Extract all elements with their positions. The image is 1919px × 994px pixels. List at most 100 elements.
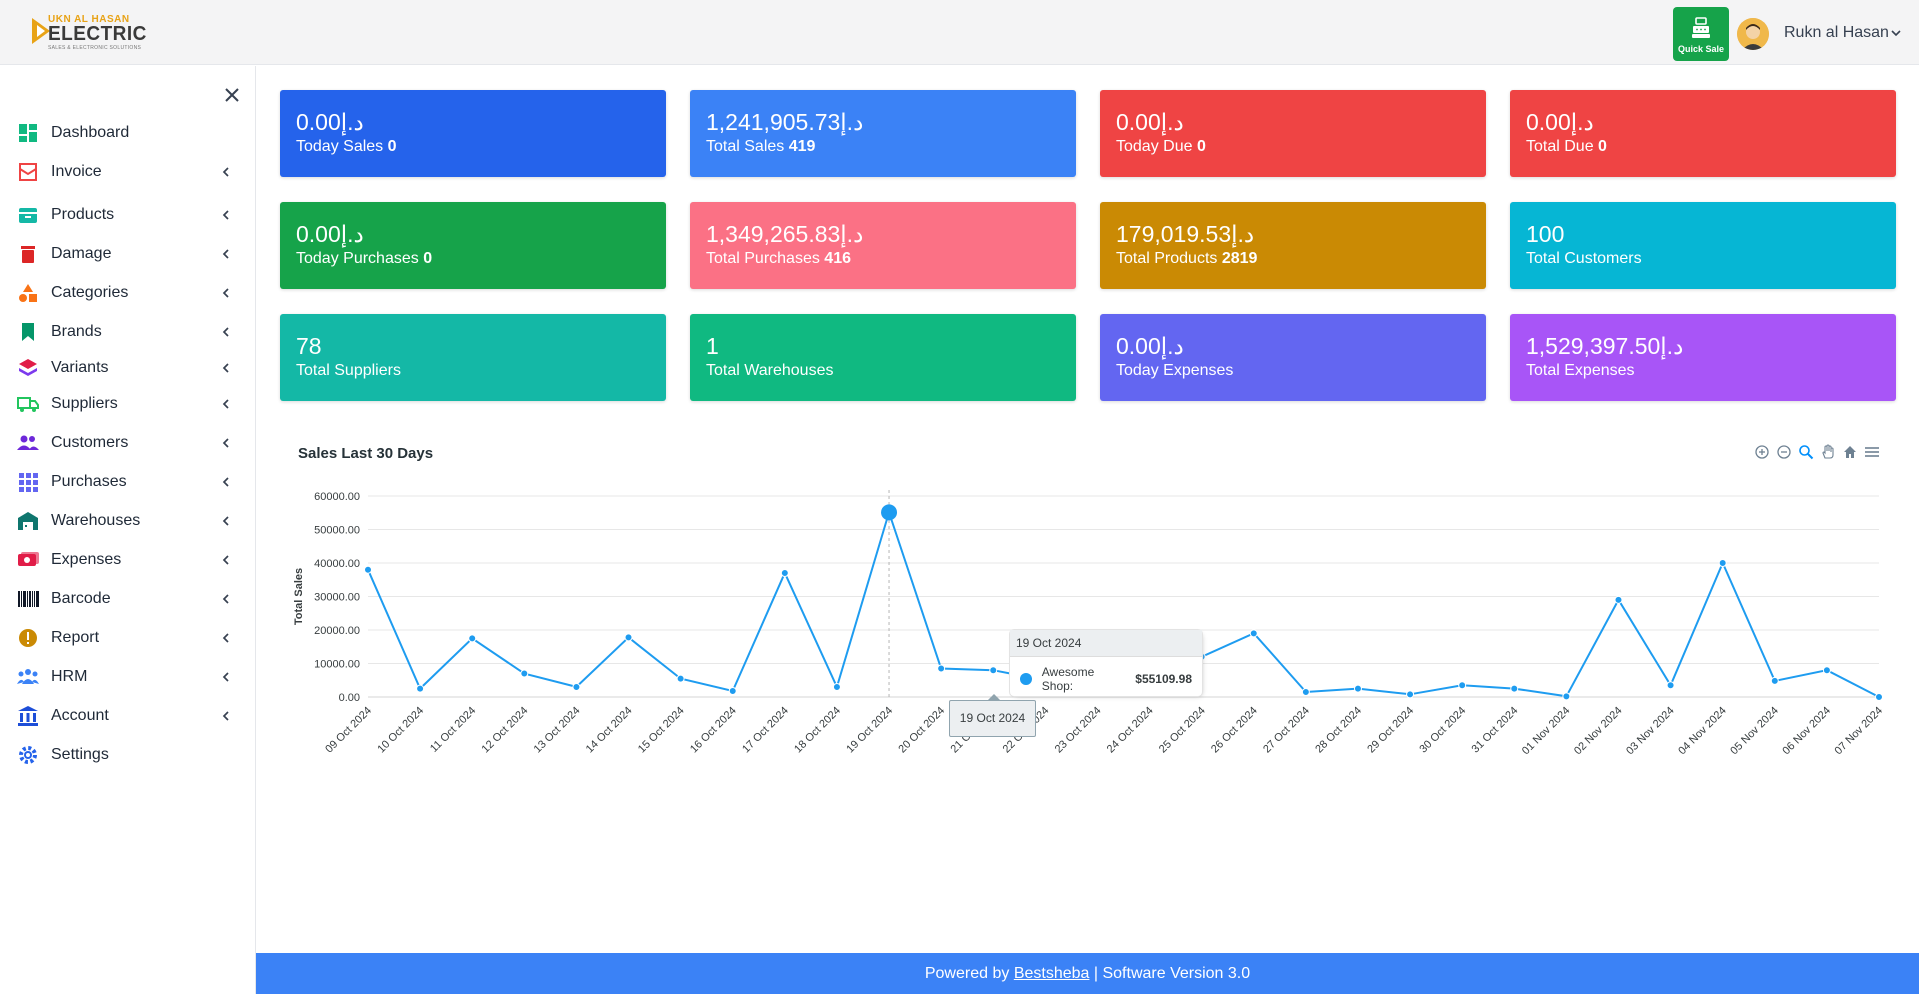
chart-toolbar [1754,444,1880,462]
stat-card-total-products[interactable]: 179,019.53د.إ Total Products 2819 [1100,202,1486,289]
footer-link[interactable]: Bestsheba [1013,965,1090,982]
chevron-left-icon[interactable] [220,515,232,527]
chevron-left-icon[interactable] [220,362,232,374]
data-point [572,682,581,691]
chevron-left-icon[interactable] [220,476,232,488]
sidebar-item-settings[interactable]: Settings [0,736,256,774]
stat-card-total-purchases[interactable]: 1,349,265.83د.إ Total Purchases 416 [690,202,1076,289]
stat-count: 416 [824,250,851,267]
stat-label: Today Sales 0 [296,138,650,156]
sidebar-item-dashboard[interactable]: Dashboard [0,114,256,152]
chevron-left-icon[interactable] [220,710,232,722]
stat-value: 1,349,265.83د.إ [706,221,864,247]
sidebar-item-suppliers[interactable]: Suppliers [0,385,256,423]
stat-label: Total Customers [1526,250,1880,268]
stat-card-total-due[interactable]: 0.00د.إ Total Due 0 [1510,90,1896,177]
chevron-left-icon[interactable] [220,326,232,338]
chevron-left-icon[interactable] [220,593,232,605]
quick-sale-button[interactable]: Quick Sale [1673,7,1729,61]
chevron-left-icon[interactable] [220,248,232,260]
stat-label-text: Total Products [1116,250,1218,267]
sidebar-item-brands[interactable]: Brands [0,313,256,351]
zoom-in-icon[interactable] [1754,444,1770,460]
stat-card-today-purchases[interactable]: 0.00د.إ Today Purchases 0 [280,202,666,289]
stat-card-total-sales[interactable]: 1,241,905.73د.إ Total Sales 419 [690,90,1076,177]
sidebar-item-warehouses[interactable]: Warehouses [0,502,256,540]
x-tick-label: 11 Oct 2024 [428,705,478,755]
chart-title: Sales Last 30 Days [298,445,434,462]
sidebar-item-invoice[interactable]: Invoice [0,153,256,191]
money-icon [18,552,39,566]
chevron-left-icon[interactable] [220,632,232,644]
sidebar-item-report[interactable]: Report [0,619,256,657]
sidebar-item-barcode[interactable]: Barcode [0,580,256,618]
sidebar-item-purchases[interactable]: Purchases [0,463,256,501]
x-tick-label: 29 Oct 2024 [1365,705,1416,756]
sidebar-item-expenses[interactable]: Expenses [0,541,256,579]
chevron-left-icon[interactable] [220,398,232,410]
x-tick-label: 06 Nov 2024 [1780,705,1833,758]
stat-count: 419 [788,138,816,155]
stat-count: 0 [423,250,433,267]
x-tick-label: 04 Nov 2024 [1676,705,1729,758]
sidebar-item-label: Categories [51,284,129,301]
stat-card-total-customers[interactable]: 100 Total Customers [1510,202,1896,289]
stat-label-text: Total Customers [1526,250,1642,267]
menu-icon[interactable] [1864,444,1880,460]
pan-hand-icon[interactable] [1820,444,1836,460]
logo-sub-text: SALES & ELECTRONIC SOLUTIONS [48,45,142,51]
stat-label: Total Warehouses [706,362,1060,380]
sidebar-item-label: Customers [51,434,129,451]
stat-card-today-expenses[interactable]: 0.00د.إ Today Expenses [1100,314,1486,401]
stat-card-total-expenses[interactable]: 1,529,397.50د.إ Total Expenses [1510,314,1896,401]
stat-card-today-due[interactable]: 0.00د.إ Today Due 0 [1100,90,1486,177]
bookmark-icon [22,323,34,341]
data-point [1770,676,1779,685]
chevron-down-icon[interactable] [1890,27,1902,39]
data-point [1458,681,1467,690]
stat-card-total-warehouses[interactable]: 1 Total Warehouses [690,314,1076,401]
chevron-left-icon[interactable] [220,671,232,683]
sales-line-chart[interactable]: 0.00 10000.00 20000.00 30000.00 40000.00 5000… [256,475,1906,775]
sidebar-item-variants[interactable]: Variants [0,349,256,387]
chevron-left-icon[interactable] [220,166,232,178]
sidebar-item-damage[interactable]: Damage [0,235,256,273]
close-icon[interactable] [222,85,242,105]
sidebar-item-customers[interactable]: Customers [0,424,256,462]
chevron-left-icon[interactable] [220,287,232,299]
stat-label: Total Products 2819 [1116,250,1470,268]
stat-label-text: Today Sales [296,138,384,155]
chevron-left-icon[interactable] [220,437,232,449]
footer: Powered by Bestsheba | Software Version … [256,953,1919,994]
chevron-left-icon[interactable] [220,554,232,566]
stat-value: 0.00د.إ [296,221,364,247]
stat-label: Total Expenses [1526,362,1880,380]
zoom-selection-icon[interactable] [1798,444,1814,460]
stat-count: 2819 [1221,250,1258,267]
stat-label: Today Purchases 0 [296,250,650,268]
products-icon [19,208,37,223]
zoom-out-icon[interactable] [1776,444,1792,460]
tooltip-series-name: Awesome Shop: [1041,665,1095,693]
avatar[interactable] [1737,18,1769,50]
sidebar-item-account[interactable]: Account [0,697,256,735]
y-tick-label: 50000.00 [314,525,360,537]
company-logo[interactable]: UKN AL HASAN ELECTRIC SALES & ELECTRONIC… [30,14,146,52]
sidebar-item-hrm[interactable]: HRM [0,658,256,696]
user-name[interactable]: Rukn al Hasan [1784,24,1889,41]
x-tick-label: 28 Oct 2024 [1313,705,1364,756]
sidebar-item-label: Variants [51,359,109,376]
sidebar-item-products[interactable]: Products [0,196,256,234]
data-point [1353,684,1362,693]
data-point [1614,595,1623,604]
stat-card-today-sales[interactable]: 0.00د.إ Today Sales 0 [280,90,666,177]
sidebar-item-categories[interactable]: Categories [0,274,256,312]
y-tick-label: 20000.00 [314,625,360,637]
stat-card-total-suppliers[interactable]: 78 Total Suppliers [280,314,666,401]
x-tick-label: 14 Oct 2024 [584,705,635,756]
footer-prefix: Powered by [924,965,1010,982]
x-tick-label: 12 Oct 2024 [480,705,531,756]
data-point [728,686,737,695]
home-reset-icon[interactable] [1842,444,1858,460]
chevron-left-icon[interactable] [220,209,232,221]
